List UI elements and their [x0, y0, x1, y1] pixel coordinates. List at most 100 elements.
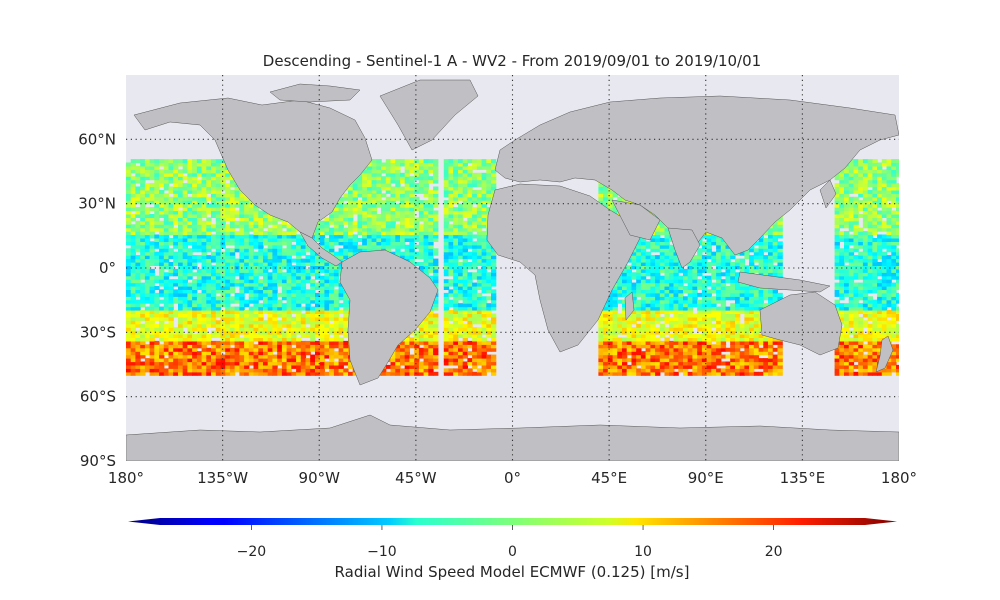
- wind-cell: [140, 265, 146, 270]
- wind-cell: [159, 159, 165, 164]
- wind-cell: [168, 286, 174, 290]
- wind-cell: [267, 334, 273, 338]
- wind-cell: [229, 251, 236, 256]
- wind-cell: [448, 327, 454, 332]
- wind-cell: [390, 169, 396, 174]
- wind-cell: [414, 337, 420, 342]
- wind-cell: [414, 224, 420, 229]
- wind-cell: [622, 358, 628, 363]
- wind-cell: [409, 234, 415, 239]
- wind-cell: [258, 323, 264, 328]
- wind-cell: [472, 316, 478, 321]
- wind-cell: [310, 334, 316, 338]
- wind-cell: [225, 200, 231, 205]
- wind-cell: [201, 172, 207, 177]
- wind-cell: [140, 354, 146, 359]
- wind-cell: [229, 286, 236, 290]
- wind-cell: [130, 286, 136, 290]
- wind-cell: [154, 354, 160, 359]
- wind-cell: [338, 323, 344, 328]
- wind-cell: [607, 189, 614, 194]
- wind-cell: [229, 310, 236, 314]
- wind-cell: [617, 316, 623, 321]
- wind-cell: [467, 286, 473, 290]
- wind-cell: [211, 299, 217, 304]
- wind-cell: [300, 316, 307, 321]
- wind-cell: [423, 330, 429, 335]
- wind-cell: [366, 238, 373, 242]
- wind-cell: [433, 272, 439, 277]
- wind-cell: [192, 368, 198, 373]
- wind-cell: [414, 217, 420, 222]
- wind-cell: [423, 217, 429, 222]
- wind-cell: [453, 214, 459, 218]
- wind-cell: [333, 272, 340, 277]
- wind-cell: [173, 279, 179, 284]
- wind-cell: [215, 296, 222, 301]
- wind-cell: [319, 313, 325, 318]
- wind-cell: [277, 262, 283, 266]
- wind-cell: [159, 227, 165, 232]
- wind-cell: [244, 234, 250, 239]
- wind-cell: [168, 238, 174, 242]
- wind-cell: [448, 227, 454, 232]
- wind-cell: [433, 279, 439, 284]
- wind-cell: [187, 303, 193, 308]
- wind-cell: [462, 310, 468, 314]
- wind-cell: [248, 371, 255, 376]
- wind-cell: [448, 179, 454, 184]
- wind-cell: [149, 258, 155, 263]
- wind-cell: [253, 364, 259, 369]
- wind-cell: [163, 179, 170, 184]
- wind-cell: [385, 186, 392, 191]
- wind-cell: [196, 231, 203, 236]
- wind-cell: [211, 268, 217, 273]
- wind-cell: [173, 354, 179, 359]
- wind-cell: [206, 313, 212, 318]
- wind-cell: [423, 358, 429, 363]
- wind-cell: [281, 220, 288, 225]
- wind-cell: [443, 292, 450, 297]
- wind-cell: [267, 361, 273, 366]
- wind-cell: [418, 176, 425, 181]
- wind-cell: [215, 214, 222, 218]
- wind-cell: [192, 244, 198, 249]
- wind-cell: [458, 169, 464, 174]
- wind-cell: [300, 289, 307, 294]
- wind-cell: [315, 268, 321, 273]
- wind-cell: [612, 316, 618, 321]
- wind-cell: [126, 189, 132, 194]
- wind-cell: [315, 258, 321, 263]
- wind-cell: [286, 286, 292, 290]
- wind-cell: [481, 176, 487, 181]
- wind-cell: [607, 296, 614, 301]
- wind-cell: [182, 165, 188, 170]
- wind-cell: [371, 244, 377, 249]
- wind-cell: [206, 255, 212, 260]
- wind-cell: [418, 371, 425, 376]
- wind-cell: [159, 358, 165, 363]
- wind-cell: [481, 214, 487, 218]
- wind-cell: [253, 306, 259, 311]
- wind-cell: [291, 351, 297, 356]
- wind-cell: [196, 313, 203, 318]
- wind-cell: [486, 207, 492, 212]
- wind-cell: [404, 344, 410, 349]
- wind-cell: [598, 361, 604, 366]
- wind-cell: [248, 347, 255, 352]
- wind-cell: [376, 200, 382, 205]
- wind-cell: [448, 313, 454, 318]
- wind-cell: [443, 330, 450, 335]
- wind-cell: [196, 241, 203, 246]
- wind-cell: [458, 183, 464, 188]
- wind-cell: [178, 189, 184, 194]
- wind-cell: [272, 268, 278, 273]
- wind-cell: [201, 354, 207, 359]
- wind-cell: [149, 334, 155, 338]
- wind-cell: [329, 303, 335, 308]
- wind-cell: [182, 186, 188, 191]
- wind-cell: [267, 231, 273, 236]
- wind-cell: [281, 282, 288, 287]
- wind-cell: [163, 193, 170, 198]
- wind-cell: [159, 272, 165, 277]
